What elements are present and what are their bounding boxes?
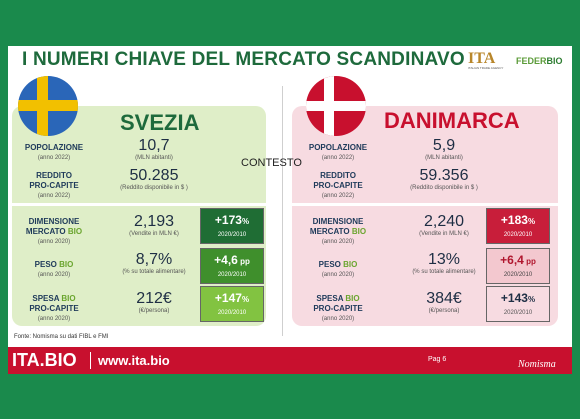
- dk-share-growth-badge: +6,4 pp 2020/2010: [486, 248, 550, 284]
- se-market-growth-badge: +173% 2020/2010: [200, 208, 264, 244]
- se-market-size-label: DIMENSIONE MERCATO BIO (anno 2020): [25, 217, 83, 245]
- sweden-title: SVEZIA: [120, 110, 200, 135]
- se-population-label: POPOLAZIONE (anno 2022): [24, 143, 84, 161]
- dk-market-size-value: 2,240 (Vendite in MLN €): [419, 213, 469, 237]
- se-market-size-value: 2,193 (Vendite in MLN €): [129, 213, 179, 237]
- ita-bio-logo: ITA.BIO: [12, 350, 77, 370]
- se-share-label: PESO BIO (anno 2020): [34, 260, 74, 278]
- dk-spending-label: SPESA BIO PRO-CAPITE (anno 2020): [313, 294, 363, 322]
- nomisma-logo: Nomisma: [518, 359, 556, 370]
- se-share-value: 8,7% (% su totale alimentare): [122, 251, 186, 275]
- dk-market-growth-badge: +183% 2020/2010: [486, 208, 550, 244]
- dk-market-size-label: DIMENSIONE MERCATO BIO (anno 2020): [309, 217, 367, 245]
- federbio-logo: FEDERBIO: [516, 56, 563, 66]
- dk-population-value: 5,9 (MLN abitanti): [425, 137, 463, 161]
- page-number: Pag 6: [428, 356, 447, 363]
- dk-spending-value: 384€ (€/persona): [426, 290, 462, 314]
- slide-title: I NUMERI CHIAVE DEL MERCATO SCANDINAVO: [22, 49, 465, 70]
- ita-logo: ITA ITALIAN TRADE AGENCY: [468, 50, 504, 70]
- se-share-growth-badge: +4,6 pp 2020/2010: [200, 248, 264, 284]
- se-spending-growth-badge: +147% 2020/2010: [200, 286, 264, 322]
- dk-spending-growth-badge: +143% 2020/2010: [486, 286, 550, 322]
- slide: I NUMERI CHIAVE DEL MERCATO SCANDINAVO I…: [8, 46, 572, 374]
- dk-population-label: POPOLAZIONE (anno 2022): [308, 143, 368, 161]
- dk-income-value: 59.356 (Reddito disponibile in $ ): [410, 167, 478, 191]
- sweden-flag-icon: [18, 76, 78, 136]
- dk-share-value: 13% (% su totale alimentare): [412, 251, 476, 275]
- source-note: Fonte: Nomisma su dati FIBL e FMI: [14, 334, 109, 340]
- se-spending-label: SPESA BIO PRO-CAPITE (anno 2020): [29, 294, 79, 322]
- se-spending-value: 212€ (€/persona): [136, 290, 172, 314]
- column-divider: [282, 86, 283, 336]
- se-income-label: REDDITO PRO-CAPITE (anno 2022): [29, 171, 79, 199]
- denmark-flag-icon: [306, 76, 366, 136]
- dk-income-label: REDDITO PRO-CAPITE (anno 2022): [313, 171, 363, 199]
- website-link[interactable]: www.ita.bio: [98, 353, 170, 368]
- footer-bar: ITA.BIO www.ita.bio Pag 6 Nomisma: [8, 347, 572, 374]
- denmark-title: DANIMARCA: [384, 108, 520, 133]
- se-income-value: 50.285 (Reddito disponibile in $ ): [120, 167, 188, 191]
- se-population-value: 10,7 (MLN abitanti): [135, 137, 173, 161]
- dk-share-label: PESO BIO (anno 2020): [318, 260, 358, 278]
- context-label: CONTESTO: [241, 157, 302, 169]
